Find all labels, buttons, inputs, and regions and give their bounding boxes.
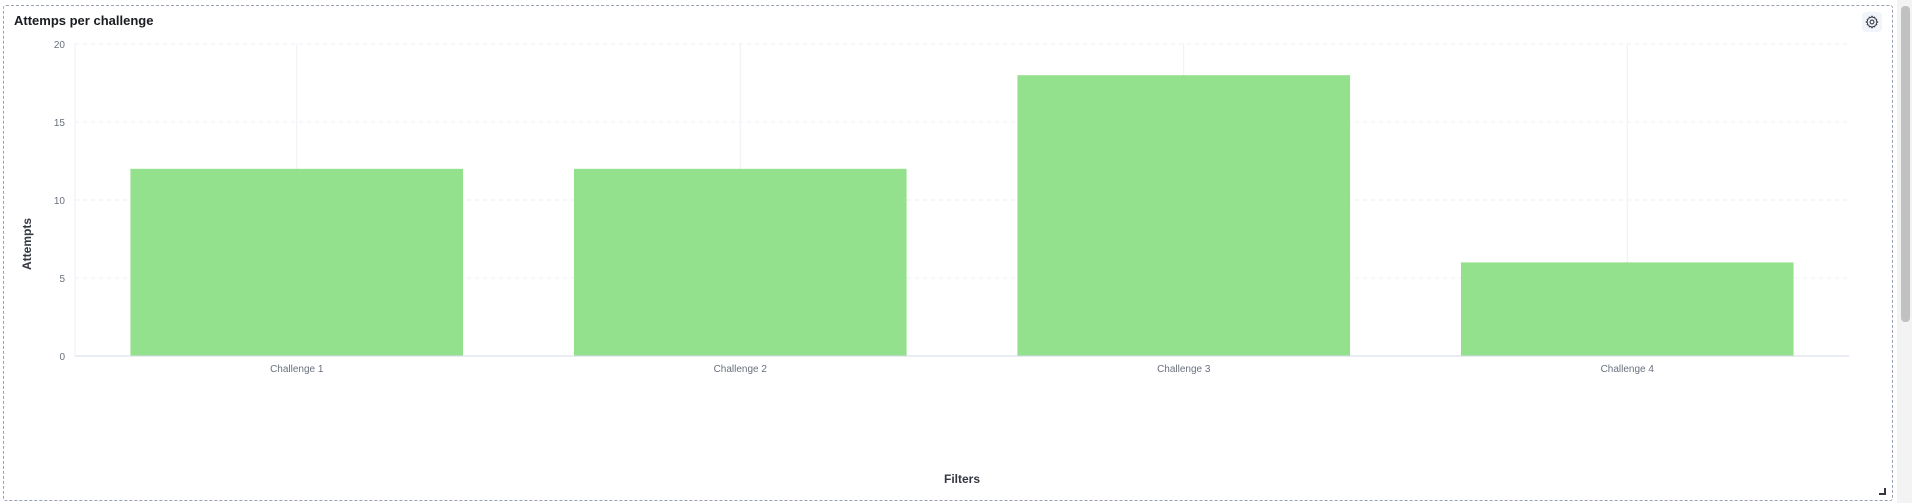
bar-challenge-4[interactable] [1460, 262, 1794, 356]
x-tick-label: Challenge 2 [714, 364, 768, 375]
y-tick-label: 15 [54, 118, 66, 129]
y-tick-label: 5 [59, 274, 65, 285]
chart-panel: Attemps per challenge 0 5 10 15 20 Challenge … [3, 5, 1893, 501]
labels-layer: 0 5 10 15 20 Challenge 1 Challenge 2 Challenge … [54, 40, 1655, 375]
scrollbar[interactable] [1897, 0, 1912, 503]
panel-title: Attemps per challenge [14, 13, 154, 28]
x-tick-label: Challenge 4 [1601, 364, 1655, 375]
x-tick-label: Challenge 1 [270, 364, 324, 375]
y-tick-label: 10 [54, 196, 66, 207]
y-axis-label: Attempts [20, 218, 34, 270]
x-tick-label: Challenge 3 [1157, 364, 1211, 375]
scrollbar-thumb[interactable] [1901, 6, 1910, 322]
bars-layer [130, 75, 1794, 356]
resize-handle-icon[interactable] [1879, 488, 1886, 495]
x-axis-label: Filters [944, 472, 980, 486]
axis-layer [74, 44, 1849, 357]
bar-challenge-2[interactable] [573, 168, 907, 356]
gear-icon-glyph [1865, 15, 1879, 29]
gear-icon[interactable] [1862, 12, 1882, 32]
y-tick-label: 0 [59, 352, 65, 363]
y-tick-label: 20 [54, 40, 66, 51]
bar-chart: 0 5 10 15 20 Challenge 1 Challenge 2 Challenge … [20, 40, 1849, 486]
bar-challenge-3[interactable] [1017, 75, 1351, 356]
bar-challenge-1[interactable] [130, 168, 464, 356]
